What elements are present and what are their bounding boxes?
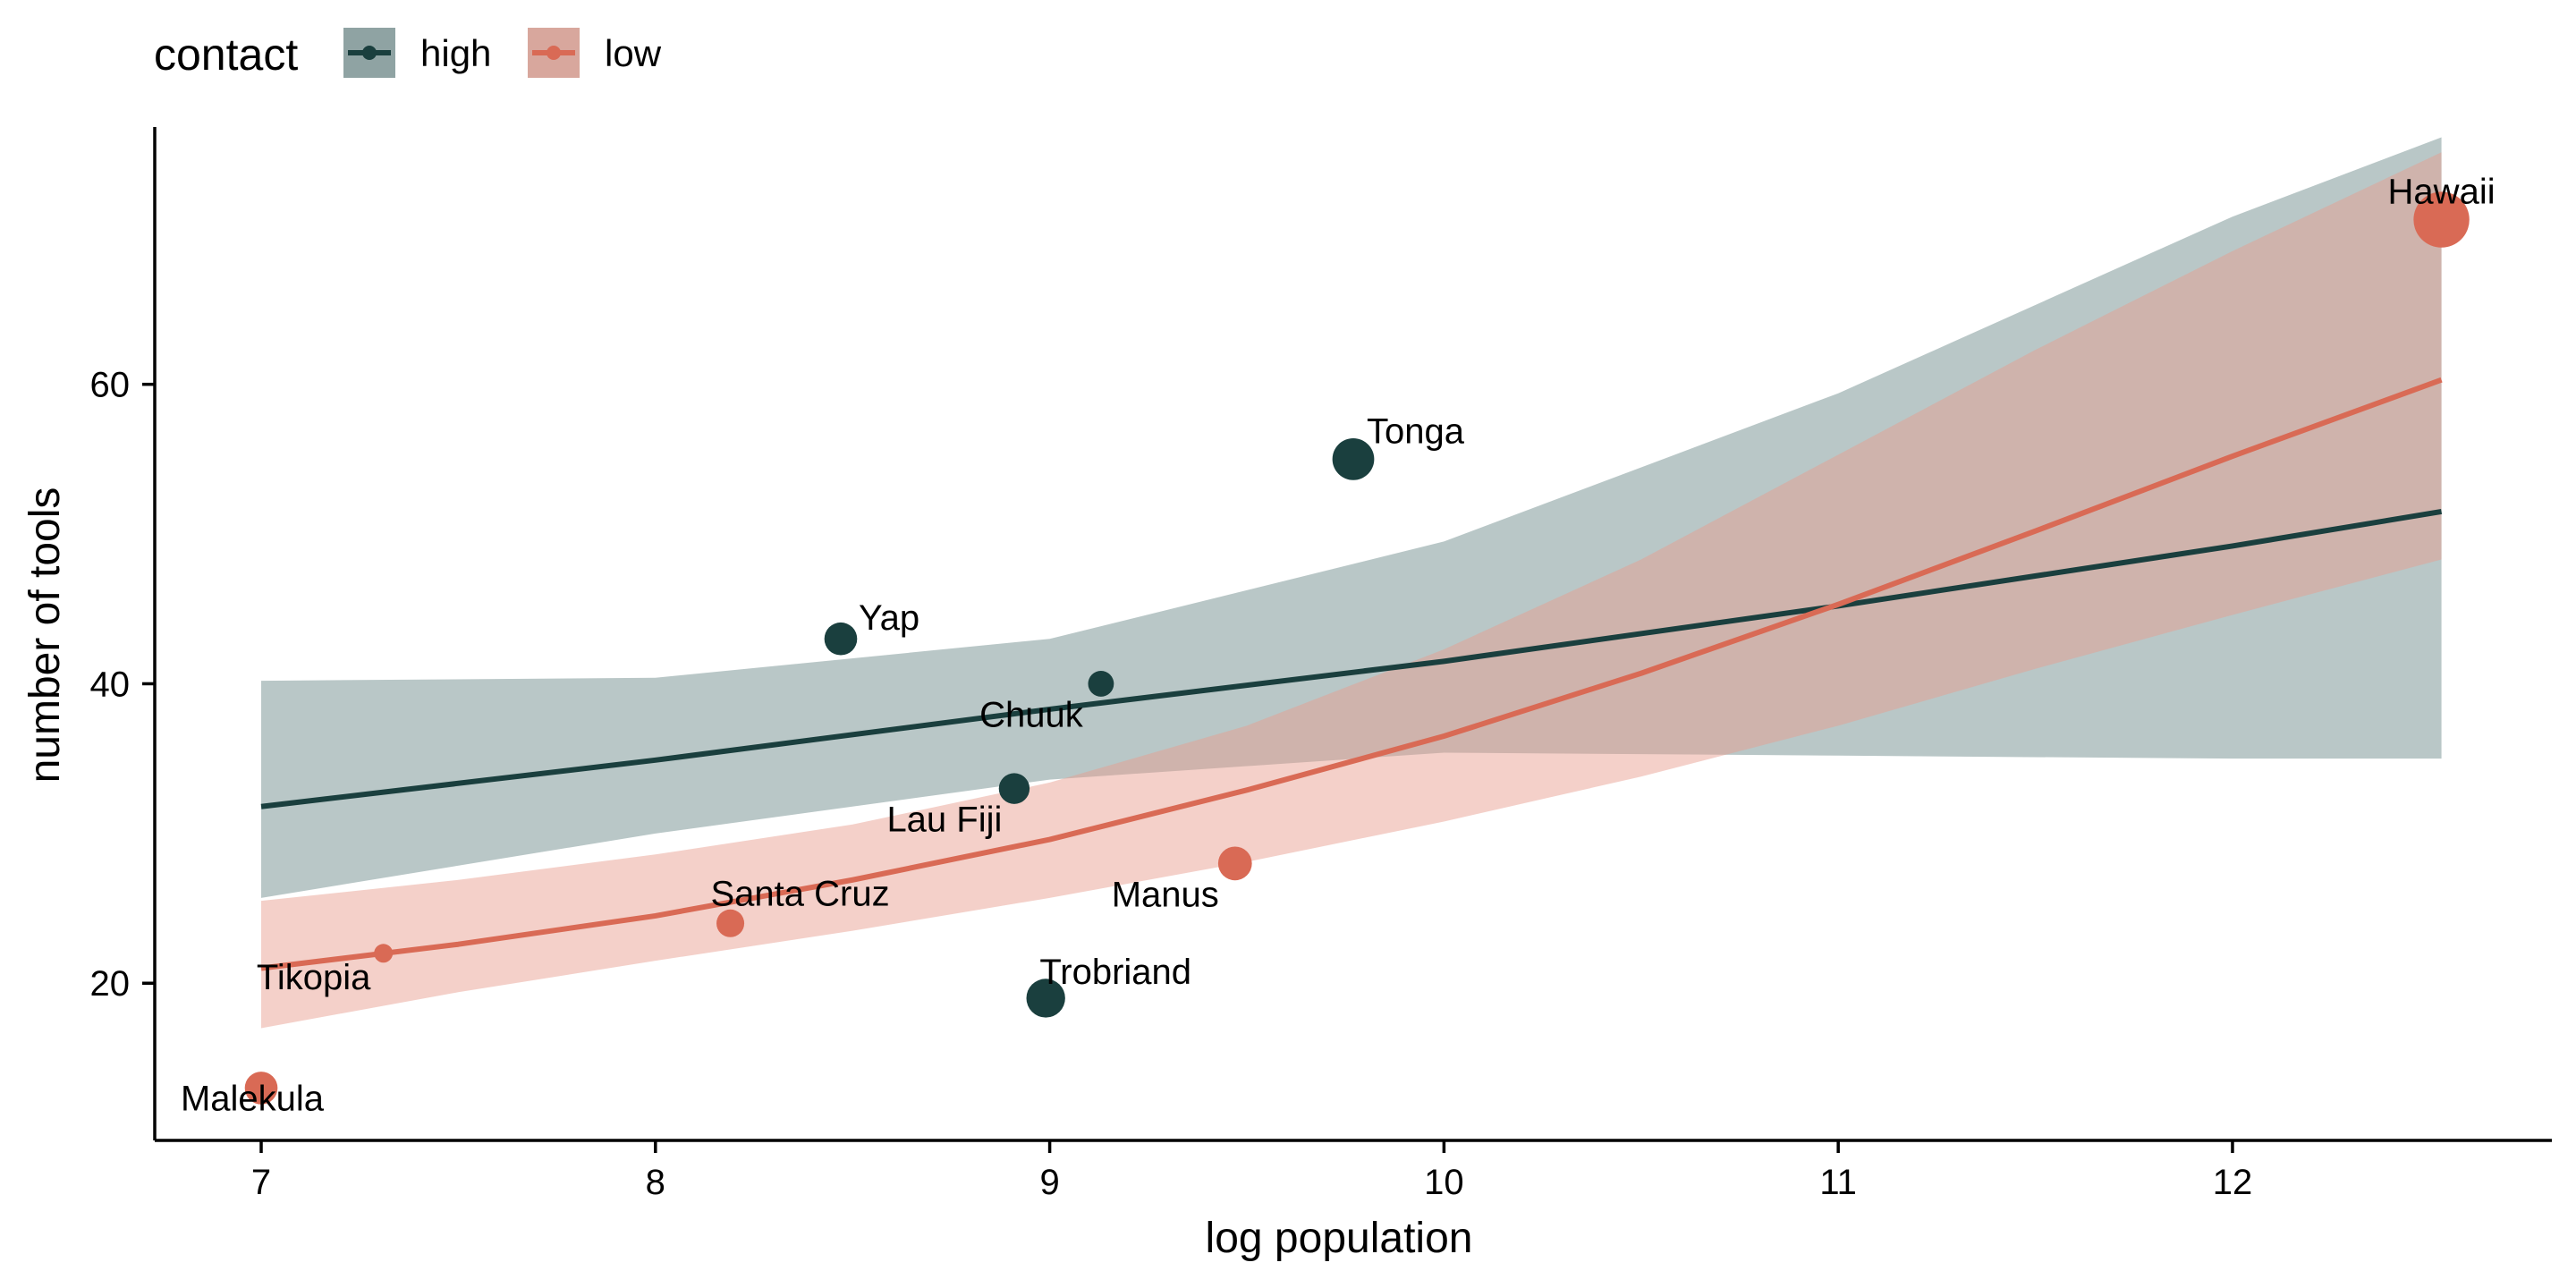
point-trobriand bbox=[1026, 979, 1065, 1018]
point-labels: Malekula Tikopia Santa Cruz Yap Lau Fiji Trob… bbox=[181, 173, 2496, 1119]
label-hawaii: Hawaii bbox=[2388, 173, 2496, 212]
y-tick-label-40: 40 bbox=[90, 665, 131, 704]
legend-key-high bbox=[343, 28, 395, 78]
label-manus: Manus bbox=[1112, 875, 1219, 914]
point-lau-fiji bbox=[998, 773, 1030, 804]
label-lau-fiji: Lau Fiji bbox=[886, 801, 1002, 840]
x-tick-label-12: 12 bbox=[2213, 1163, 2253, 1202]
y-tick-label-60: 60 bbox=[90, 366, 131, 405]
data-points bbox=[244, 191, 2470, 1105]
x-tick-label-11: 11 bbox=[1819, 1163, 1857, 1202]
label-trobriand: Trobriand bbox=[1039, 953, 1191, 992]
ribbon-high bbox=[261, 137, 2442, 898]
y-tick-label-20: 20 bbox=[90, 964, 131, 1004]
x-tick-label-10: 10 bbox=[1424, 1163, 1464, 1202]
point-yap bbox=[824, 622, 858, 656]
trend-lines bbox=[260, 377, 2443, 971]
point-tikopia bbox=[374, 944, 394, 963]
trend-line-low bbox=[260, 377, 2443, 971]
legend-key-dot-high bbox=[362, 46, 377, 60]
x-axis-title: log population bbox=[1206, 1215, 1473, 1262]
x-tick-label-9: 9 bbox=[1039, 1163, 1059, 1202]
legend-label-low: low bbox=[605, 32, 662, 74]
label-tonga: Tonga bbox=[1367, 411, 1465, 451]
label-tikopia: Tikopia bbox=[257, 958, 371, 997]
legend-label-high: high bbox=[420, 32, 491, 74]
x-tick-label-8: 8 bbox=[646, 1163, 665, 1202]
point-hawaii bbox=[2413, 191, 2470, 248]
point-manus bbox=[1217, 846, 1252, 881]
legend: contact high low bbox=[154, 28, 662, 80]
point-tonga bbox=[1332, 438, 1375, 480]
legend-key-dot-low bbox=[547, 46, 561, 60]
label-chuuk: Chuuk bbox=[979, 695, 1084, 734]
y-axis-title: number of tools bbox=[21, 487, 69, 784]
confidence-ribbons bbox=[261, 137, 2442, 1029]
legend-key-low bbox=[528, 28, 580, 78]
label-santa-cruz: Santa Cruz bbox=[710, 874, 889, 913]
point-malekula bbox=[244, 1072, 278, 1105]
label-malekula: Malekula bbox=[181, 1079, 325, 1118]
x-tick-label-7: 7 bbox=[251, 1163, 271, 1202]
axes: 7 8 9 10 11 12 20 40 60 bbox=[90, 127, 2552, 1202]
point-santa-cruz bbox=[716, 909, 745, 937]
label-yap: Yap bbox=[859, 598, 919, 638]
legend-title: contact bbox=[154, 30, 298, 80]
point-chuuk bbox=[1088, 671, 1114, 697]
trend-line-high bbox=[260, 508, 2443, 809]
